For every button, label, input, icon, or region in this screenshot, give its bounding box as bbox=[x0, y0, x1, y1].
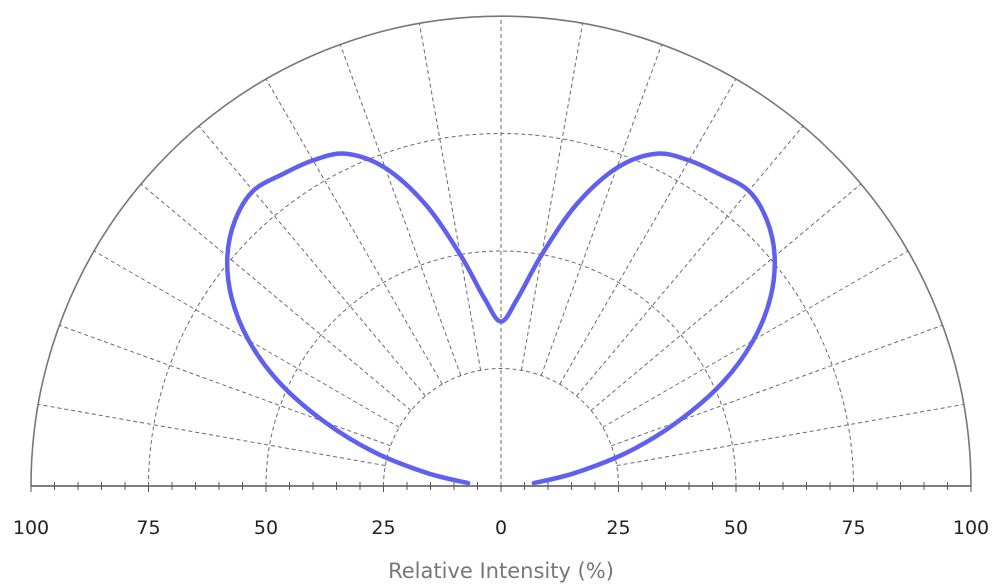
grid-spoke bbox=[418, 23, 482, 371]
x-tick-label: 75 bbox=[136, 517, 160, 539]
x-tick-label: 100 bbox=[953, 517, 989, 539]
grid-spoke bbox=[559, 78, 737, 385]
x-tick-label: 0 bbox=[495, 517, 507, 539]
series-line-0 bbox=[224, 151, 778, 486]
grid-spoke bbox=[540, 44, 663, 376]
grid-spoke bbox=[339, 44, 462, 376]
x-tick-labels: 100 75 50 25 0 25 50 75 100 bbox=[13, 517, 989, 539]
grid-spoke bbox=[38, 403, 386, 467]
series-group bbox=[224, 151, 778, 486]
x-tick-label: 50 bbox=[254, 517, 278, 539]
outer-boundary-arc bbox=[30, 15, 972, 487]
x-axis-title: Relative Intensity (%) bbox=[388, 559, 614, 583]
x-tick-label: 75 bbox=[841, 517, 865, 539]
x-tick-label: 25 bbox=[371, 517, 395, 539]
x-tick-label: 100 bbox=[13, 517, 49, 539]
grid-spoke bbox=[616, 403, 964, 467]
grid-spoke bbox=[611, 324, 943, 447]
grid-spoke bbox=[590, 183, 862, 411]
grid-spoke bbox=[59, 324, 391, 447]
grid-ring-50 bbox=[265, 250, 737, 487]
grid-spoke bbox=[198, 125, 426, 397]
grid-spoke bbox=[520, 23, 584, 371]
grid-spoke bbox=[265, 78, 443, 385]
grid-spoke bbox=[140, 183, 412, 411]
grid-ring-25 bbox=[383, 368, 619, 487]
x-tick-label: 25 bbox=[606, 517, 630, 539]
grid-spokes bbox=[38, 16, 964, 486]
x-tick-label: 50 bbox=[724, 517, 748, 539]
grid-spoke bbox=[576, 125, 804, 397]
x-axis-ticks bbox=[30, 482, 972, 492]
